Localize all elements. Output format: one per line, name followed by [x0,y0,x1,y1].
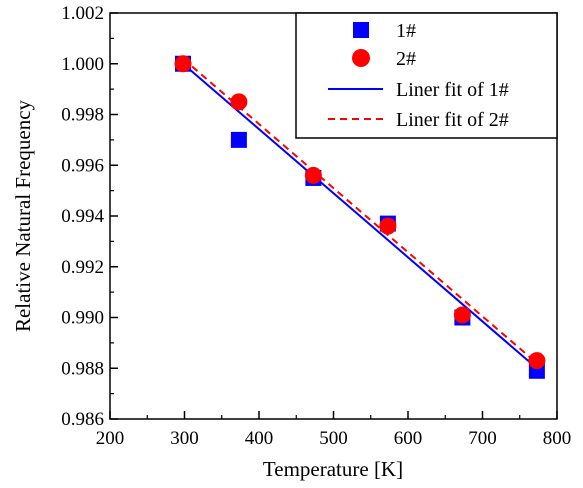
y-axis-title: Relative Natural Frequency [11,99,35,332]
legend-label-2: 2# [396,48,416,70]
y-tick-label: 1.002 [61,3,104,24]
fit-line-1 [182,62,538,370]
legend-label-fit-2: Liner fit of 2# [396,109,509,131]
point-circle [379,217,397,235]
x-tick-label: 700 [468,428,497,449]
legend-label-fit-1: Liner fit of 1# [396,79,509,101]
point-square [230,131,247,148]
y-tick-label: 1.000 [61,54,104,75]
x-axis-title: Temperature [K] [263,457,403,481]
x-tick-label: 300 [170,428,199,449]
point-circle [174,55,192,73]
x-tick-label: 800 [543,428,572,449]
legend: 1# 2# Liner fit of 1# Liner fit of 2# [295,12,558,139]
point-circle [453,306,471,324]
point-circle [230,93,248,111]
y-tick-label: 0.990 [61,308,104,329]
legend-square-marker [353,22,369,38]
point-circle [528,352,546,370]
legend-box [295,12,558,139]
legend-circle-marker [352,49,370,67]
y-tick-label: 0.988 [61,358,104,379]
y-tick-label: 0.994 [61,206,104,227]
x-tick-label: 200 [96,428,125,449]
axis-ticks: 200 300 400 500 600 700 800 0.986 0.988 0.990 0.99… [61,3,571,449]
x-tick-label: 500 [319,428,348,449]
data-points [174,55,546,379]
y-tick-label: 0.996 [61,155,104,176]
legend-label-1: 1# [396,20,416,42]
x-tick-label: 400 [245,428,274,449]
x-tick-label: 600 [394,428,423,449]
y-tick-label: 0.986 [61,409,104,430]
point-circle [304,166,322,184]
y-tick-label: 0.992 [61,257,104,278]
y-tick-label: 0.998 [61,105,104,126]
